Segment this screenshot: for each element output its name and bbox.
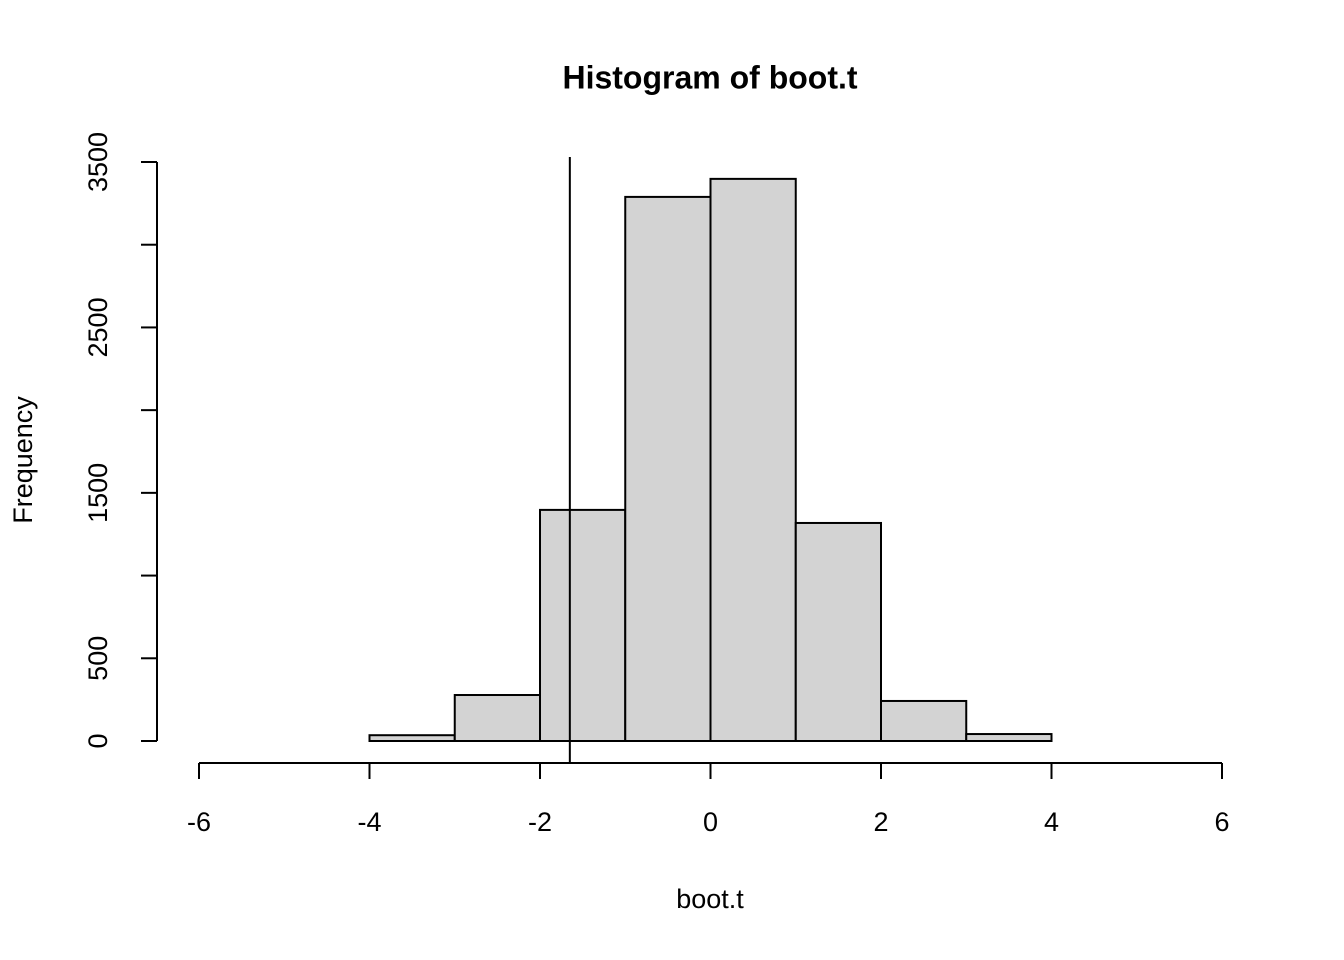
y-tick-label: 0 bbox=[83, 733, 113, 748]
x-tick-label: 6 bbox=[1214, 807, 1229, 837]
x-tick-label: 2 bbox=[873, 807, 888, 837]
bar bbox=[368, 734, 456, 743]
y-axis-label: Frequency bbox=[8, 396, 38, 524]
y-tick-label: 2500 bbox=[83, 297, 113, 357]
x-axis-label: boot.t bbox=[676, 884, 744, 914]
bar bbox=[965, 733, 1053, 743]
chart-title: Histogram of boot.t bbox=[562, 59, 857, 95]
x-tick-label: -6 bbox=[187, 807, 211, 837]
y-tick-label: 1500 bbox=[83, 463, 113, 523]
x-tick-label: 0 bbox=[703, 807, 718, 837]
bar bbox=[624, 195, 712, 742]
bar bbox=[453, 694, 541, 743]
bar bbox=[539, 508, 627, 742]
bar bbox=[709, 177, 797, 742]
bar bbox=[880, 699, 968, 743]
bar bbox=[794, 521, 882, 742]
x-tick-label: 4 bbox=[1044, 807, 1059, 837]
y-tick-label: 3500 bbox=[83, 132, 113, 192]
x-tick-label: -2 bbox=[528, 807, 552, 837]
y-tick-label: 500 bbox=[83, 636, 113, 681]
x-tick-label: -4 bbox=[357, 807, 381, 837]
